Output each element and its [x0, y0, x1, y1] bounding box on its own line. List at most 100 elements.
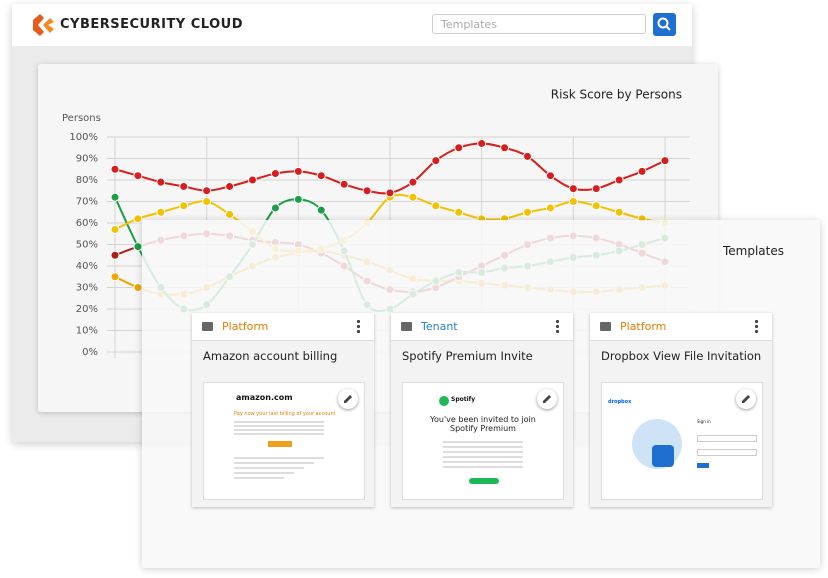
card-preview: Spotify You've been invited to join Spoti…: [402, 382, 564, 500]
template-card[interactable]: Platform Amazon account billing amazon.com…: [192, 313, 374, 507]
data-point: [202, 197, 212, 206]
card-icon: [202, 322, 213, 331]
data-point: [660, 156, 670, 166]
edit-button[interactable]: [338, 389, 358, 409]
preview-text-line: [443, 441, 523, 443]
y-tick-label: 90%: [76, 154, 98, 165]
card-tag: Tenant: [421, 320, 458, 333]
data-point: [270, 169, 280, 179]
card-tag: Platform: [222, 320, 269, 333]
card-header: Tenant: [391, 313, 573, 341]
preview-brand: Spotify: [451, 396, 476, 403]
data-point: [133, 242, 143, 252]
template-card[interactable]: Platform Dropbox View File Invitation drop…: [590, 313, 772, 507]
data-point: [637, 166, 647, 176]
preview-text-line: [234, 425, 324, 427]
data-point: [179, 201, 189, 211]
data-point: [408, 177, 418, 187]
data-point: [385, 188, 395, 198]
card-preview: amazon.com Pay now your last billing of y…: [203, 382, 365, 500]
data-point: [110, 224, 120, 234]
data-point: [156, 207, 166, 217]
preview-field: [697, 449, 757, 456]
card-menu[interactable]: [556, 319, 559, 334]
data-point: [110, 164, 120, 174]
search-button[interactable]: [653, 13, 676, 36]
edit-button[interactable]: [736, 389, 756, 409]
data-point: [133, 214, 143, 224]
preview-button: [697, 463, 709, 468]
templates-title: Templates: [722, 244, 784, 258]
data-point: [454, 207, 464, 217]
data-point: [248, 175, 257, 185]
edit-button[interactable]: [537, 389, 557, 409]
card-preview: dropbox Sign in: [601, 382, 763, 500]
data-point: [362, 186, 372, 196]
y-axis-label: Persons: [62, 113, 101, 124]
y-tick-label: 30%: [76, 283, 98, 294]
logo-icon: [33, 14, 54, 36]
data-point: [156, 177, 166, 187]
data-point: [293, 166, 303, 176]
preview-text-line: [234, 421, 324, 423]
preview-headline: Sign in: [697, 419, 711, 424]
template-card[interactable]: Tenant Spotify Premium Invite Spotify You'v…: [391, 313, 573, 507]
data-point: [339, 179, 349, 189]
data-point: [500, 143, 510, 153]
data-point: [133, 283, 143, 292]
data-point: [614, 207, 624, 217]
card-tag: Platform: [620, 320, 667, 333]
preview-field: [697, 435, 757, 442]
y-tick-label: 20%: [76, 304, 98, 315]
data-point: [133, 171, 143, 181]
preview-text-line: [234, 433, 324, 435]
data-point: [545, 171, 555, 181]
data-point: [545, 203, 555, 213]
data-point: [225, 209, 235, 219]
card-icon: [401, 322, 412, 331]
y-tick-label: 40%: [76, 261, 98, 272]
data-point: [477, 138, 487, 148]
data-point: [202, 186, 212, 196]
preview-button: [268, 441, 292, 447]
data-point: [454, 143, 464, 153]
preview-button: [469, 478, 499, 484]
data-point: [316, 205, 326, 215]
card-menu[interactable]: [755, 319, 758, 334]
preview-text-line: [234, 477, 284, 479]
y-tick-label: 80%: [76, 175, 98, 186]
preview-text-line: [443, 446, 523, 448]
data-point: [568, 197, 578, 206]
data-point: [431, 201, 441, 211]
preview-text-line: [234, 462, 314, 464]
preview-text-line: [234, 429, 324, 431]
y-tick-label: 70%: [76, 197, 98, 208]
preview-text-line: [443, 456, 523, 458]
card-menu[interactable]: [357, 319, 360, 334]
card-icon: [600, 322, 611, 331]
data-point: [614, 175, 624, 185]
data-point: [110, 250, 120, 260]
preview-text-line: [234, 467, 304, 469]
preview-logo: [439, 396, 449, 406]
data-point: [270, 203, 280, 213]
search-input[interactable]: Templates: [432, 14, 646, 34]
preview-text-line: [234, 457, 324, 459]
data-point: [523, 207, 532, 217]
data-point: [316, 171, 326, 181]
preview-brand: dropbox: [608, 399, 632, 405]
preview-text-line: [443, 451, 523, 453]
preview-brand: amazon.com: [236, 393, 293, 402]
data-point: [408, 192, 418, 202]
card-name: Dropbox View File Invitation: [601, 349, 762, 363]
chart-title: Risk Score by Persons: [551, 88, 682, 102]
card-name: Amazon account billing: [203, 349, 338, 363]
data-point: [110, 272, 120, 282]
preview-text-line: [443, 461, 523, 463]
y-tick-label: 10%: [76, 326, 98, 337]
y-tick-label: 50%: [76, 240, 98, 251]
data-point: [110, 192, 120, 202]
data-point: [431, 156, 441, 166]
preview-headline: You've been invited to join Spotify Prem…: [430, 415, 536, 433]
